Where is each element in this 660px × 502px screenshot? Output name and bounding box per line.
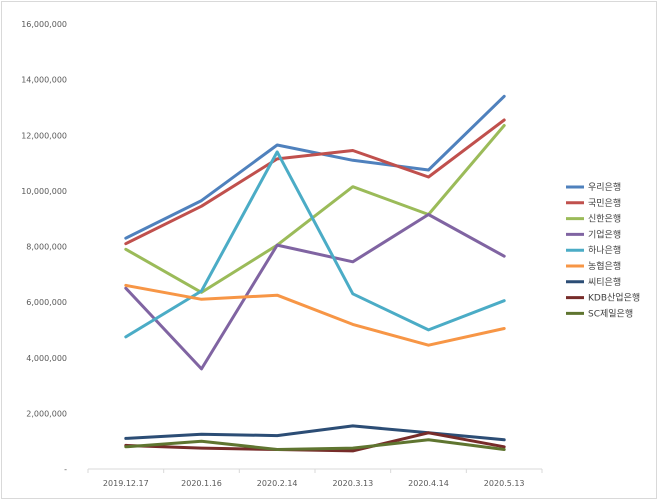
y-axis: - 2,000,000 4,000,000 6,000,000 8,000,000 10,… — [21, 20, 67, 474]
x-tick-label: 2020.1.16 — [181, 479, 222, 488]
y-tick-label: 14,000,000 — [21, 76, 67, 85]
legend-label: 기업은행 — [588, 228, 621, 240]
y-tick-label: 4,000,000 — [26, 354, 67, 363]
series-line-4 — [124, 213, 506, 371]
y-tick-label: 8,000,000 — [26, 243, 67, 252]
y-tick-label: 2,000,000 — [26, 409, 67, 418]
y-tick-label: 6,000,000 — [26, 298, 67, 307]
series-line-2 — [124, 118, 506, 246]
x-tick-label: 2020.3.13 — [332, 479, 373, 488]
legend-label: KDB산업은행 — [588, 292, 640, 304]
x-axis: 2019.12.17 2020.1.16 2020.2.14 2020.3.13 202… — [87, 468, 543, 488]
legend-label: 국민은행 — [588, 197, 621, 209]
series-lines — [124, 94, 506, 453]
y-tick-label: 12,000,000 — [21, 131, 67, 140]
legend-label: 우리은행 — [588, 181, 621, 193]
legend-label: 하나은행 — [588, 244, 621, 256]
legend-label: 농협은행 — [588, 260, 621, 272]
x-tick-label: 2019.12.17 — [103, 479, 149, 488]
x-tick-label: 2020.5.13 — [484, 479, 525, 488]
series-line-1 — [124, 94, 506, 240]
x-tick-label: 2020.2.14 — [257, 479, 298, 488]
series-line-9 — [124, 438, 506, 451]
x-tick-label: 2020.4.14 — [408, 479, 449, 488]
y-tick-label: 10,000,000 — [21, 187, 67, 196]
series-line-5 — [124, 150, 506, 339]
y-tick-label: 16,000,000 — [21, 20, 67, 29]
y-tick-label: - — [64, 465, 67, 474]
legend-label: 신한은행 — [588, 213, 621, 225]
legend-label: 씨티은행 — [588, 276, 621, 288]
legend-label: SC제일은행 — [588, 307, 633, 319]
series-line-3 — [124, 124, 506, 294]
series-line-6 — [124, 283, 506, 347]
